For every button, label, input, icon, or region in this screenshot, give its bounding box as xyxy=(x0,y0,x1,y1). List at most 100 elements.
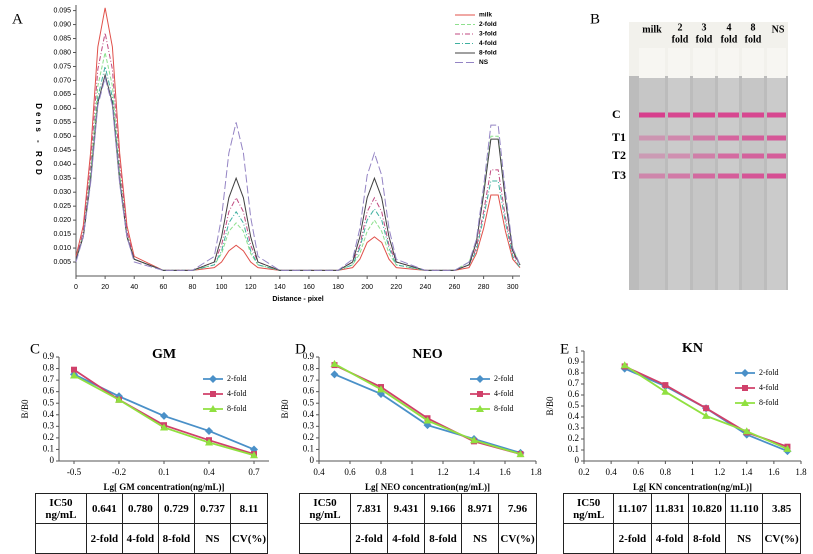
y-axis-label: B/B0 xyxy=(20,399,30,419)
legend-marker xyxy=(477,391,483,397)
y-tick-label: 0.4 xyxy=(43,409,55,419)
y-tick-label: 0.055 xyxy=(53,119,71,126)
table-cell: 7.96 xyxy=(498,493,537,524)
y-tick-label: 0.7 xyxy=(43,374,55,384)
y-tick-label: 0.060 xyxy=(53,105,71,112)
y-tick-label: 0.1 xyxy=(43,444,54,454)
strip-line-label: C xyxy=(612,107,621,121)
y-axis-label: B/B0 xyxy=(545,396,555,416)
table-row: 2-fold 4-fold 8-fold NS CV(%) xyxy=(562,523,801,554)
strip-line-label: T3 xyxy=(612,168,626,182)
legend-label: 2-fold xyxy=(494,374,514,383)
y-tick-label: 0.020 xyxy=(53,217,71,224)
table-cell: 11.110 xyxy=(725,493,764,524)
test-band xyxy=(639,173,665,179)
legend-label: 4-fold xyxy=(227,389,247,398)
y-tick-label: 0.2 xyxy=(43,432,54,442)
x-tick-label: 240 xyxy=(420,284,432,291)
y-tick-label: 1 xyxy=(575,345,580,355)
test-band xyxy=(668,135,690,141)
test-band xyxy=(639,135,665,141)
ic50-table: IC50 ng/mL 11.107 11.831 10.820 11.110 3.85 2-… xyxy=(562,493,801,554)
test-band xyxy=(767,135,786,141)
legend-marker xyxy=(210,391,216,397)
panel-label: C xyxy=(30,341,40,357)
strip-pad xyxy=(718,48,739,78)
test-band xyxy=(742,173,764,179)
legend-label: 8-fold xyxy=(227,404,247,413)
test-band xyxy=(718,135,739,141)
legend-marker xyxy=(476,375,484,383)
x-tick-label: 0.4 xyxy=(203,467,215,477)
test-band xyxy=(742,153,764,159)
y-tick-label: 0.5 xyxy=(568,400,580,410)
series-line xyxy=(75,32,521,271)
y-tick-label: 0.085 xyxy=(53,35,71,42)
y-tick-label: 0.5 xyxy=(303,397,315,407)
strip xyxy=(742,48,764,290)
y-tick-label: 0.045 xyxy=(53,147,71,154)
marker xyxy=(516,450,525,458)
x-tick-label: 300 xyxy=(507,284,519,291)
x-tick-label: 160 xyxy=(303,284,315,291)
y-tick-label: 0.065 xyxy=(53,91,71,98)
chart-title: GM xyxy=(152,347,176,362)
table-cell: 4-fold xyxy=(121,523,159,554)
test-band xyxy=(767,173,786,179)
test-band xyxy=(693,112,715,118)
strip-line-label: T1 xyxy=(612,130,626,144)
strip-column-label: NS xyxy=(772,24,785,35)
x-tick-label: 40 xyxy=(130,284,138,291)
y-tick-label: 0.050 xyxy=(53,133,71,140)
x-tick-label: 0.4 xyxy=(606,467,618,477)
y-tick-label: 0.040 xyxy=(53,161,71,168)
y-tick-label: 0.075 xyxy=(53,63,71,70)
table-cell: 8.11 xyxy=(229,493,269,524)
table-cell: 0.737 xyxy=(193,493,231,524)
y-tick-label: 0.9 xyxy=(303,351,315,361)
x-tick-label: 0.6 xyxy=(344,467,356,477)
panel-label: B xyxy=(590,11,600,27)
table-cell: 2-fold xyxy=(85,523,123,554)
x-tick-label: 80 xyxy=(189,284,197,291)
y-tick-label: 0.4 xyxy=(303,409,315,419)
y-tick-label: 0.025 xyxy=(53,203,71,210)
y-tick-label: 0.080 xyxy=(53,49,71,56)
test-band xyxy=(693,153,715,159)
panel-label: A xyxy=(12,11,23,27)
marker xyxy=(160,423,168,431)
marker xyxy=(703,405,710,412)
marker xyxy=(662,382,669,389)
table-cell: 0.780 xyxy=(121,493,159,524)
x-tick-label: -0.2 xyxy=(112,467,126,477)
test-band xyxy=(767,112,786,118)
series-line xyxy=(334,373,521,454)
table-cell: 11.107 xyxy=(613,493,652,524)
y-tick-label: 0.2 xyxy=(568,433,579,443)
x-tick-label: 1 xyxy=(410,467,415,477)
strip-pad xyxy=(639,48,665,78)
y-tick-label: 0.8 xyxy=(568,367,580,377)
y-tick-label: 0.4 xyxy=(568,411,580,421)
x-tick-label: 100 xyxy=(216,284,228,291)
strip xyxy=(693,48,715,290)
table-cell: NS xyxy=(725,523,764,554)
test-band xyxy=(718,173,739,179)
strip-pad xyxy=(742,48,764,78)
x-tick-label: 0.8 xyxy=(660,467,672,477)
strip-pad xyxy=(767,48,786,78)
strip-column-label: milk xyxy=(642,24,662,35)
test-band xyxy=(693,173,715,179)
y-axis-label: Dens - ROD xyxy=(34,103,43,177)
table-row: IC50 ng/mL 7.831 9.431 9.166 8.971 7.96 xyxy=(298,493,537,524)
marker xyxy=(330,359,339,367)
x-axis-label: Lg[ GM concentration(ng/mL)] xyxy=(104,482,225,492)
y-tick-label: 0.015 xyxy=(53,231,71,238)
x-tick-label: 180 xyxy=(332,284,344,291)
legend-marker xyxy=(209,405,217,412)
x-tick-label: -0.5 xyxy=(67,467,82,477)
y-tick-label: 0.6 xyxy=(303,386,315,396)
legend-marker xyxy=(209,375,217,383)
x-tick-label: 1.2 xyxy=(714,467,725,477)
